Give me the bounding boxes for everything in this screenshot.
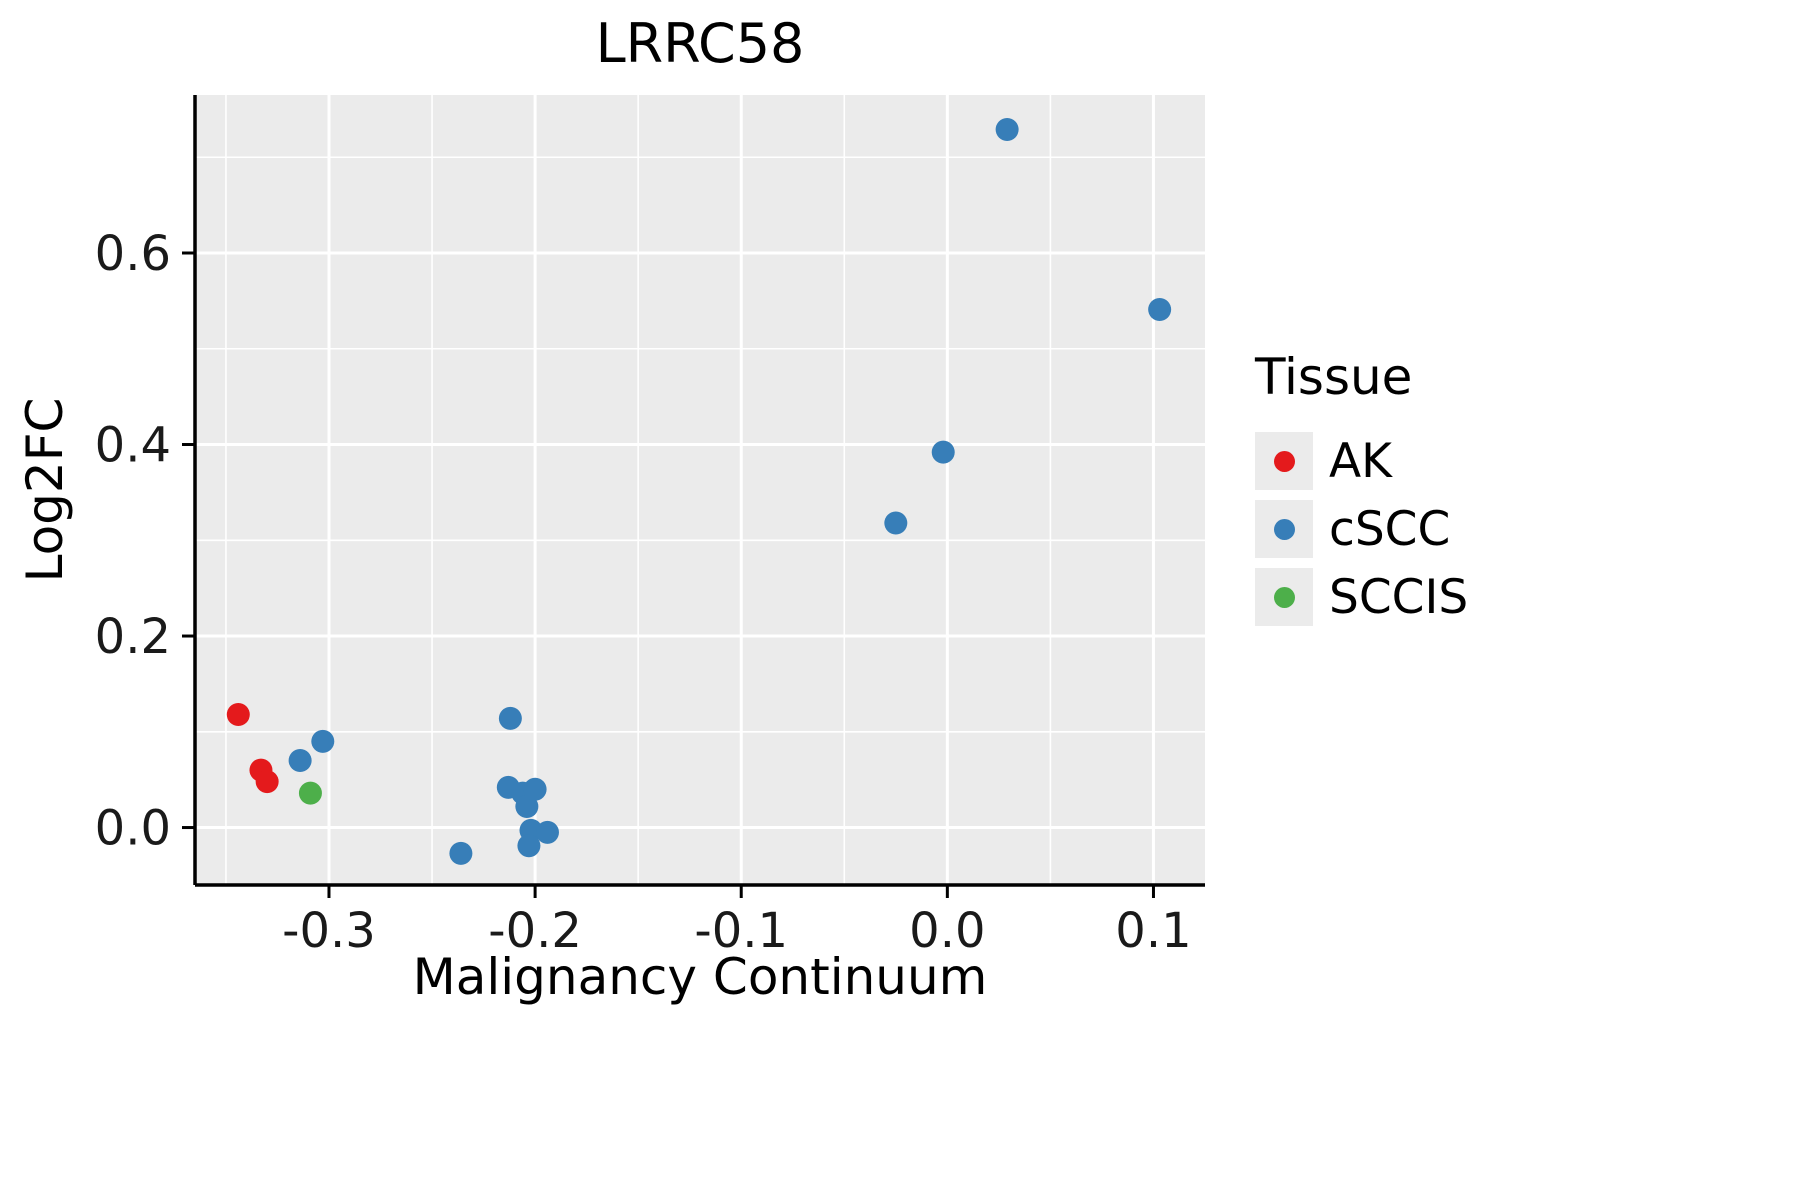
legend-title: Tissue <box>1255 348 1413 406</box>
legend-label: SCCIS <box>1329 569 1469 625</box>
legend-dot-icon <box>1273 586 1295 608</box>
y-tick-label: 0.4 <box>95 418 171 474</box>
data-point-cSCC <box>1148 297 1172 321</box>
x-tick-label: -0.3 <box>282 903 376 959</box>
data-point-cSCC <box>995 117 1019 141</box>
data-point-cSCC <box>311 729 335 753</box>
data-point-SCCIS <box>298 781 322 805</box>
chart-title: LRRC58 <box>595 12 805 75</box>
data-point-cSCC <box>523 777 547 801</box>
y-tick-label: 0.6 <box>95 226 171 282</box>
x-axis-label: Malignancy Continuum <box>412 948 988 1006</box>
legend: Tissue AK cSCC SCCIS <box>1255 348 1468 636</box>
data-point-cSCC <box>449 841 473 865</box>
y-tick-label: 0.0 <box>95 801 171 857</box>
data-point-cSCC <box>535 820 559 844</box>
legend-key <box>1255 432 1313 490</box>
y-axis-label: Log2FC <box>16 397 74 583</box>
data-point-cSCC <box>884 511 908 535</box>
legend-dot-icon <box>1273 518 1295 540</box>
data-point-cSCC <box>515 794 539 818</box>
x-tick-label: -0.1 <box>694 903 788 959</box>
data-point-cSCC <box>517 834 541 858</box>
legend-dot-icon <box>1273 450 1295 472</box>
data-point-cSCC <box>931 440 955 464</box>
data-point-AK <box>255 770 279 794</box>
legend-key <box>1255 568 1313 626</box>
data-point-AK <box>226 703 250 727</box>
legend-label: AK <box>1329 433 1392 489</box>
legend-item-cSCC: cSCC <box>1255 500 1468 558</box>
legend-label: cSCC <box>1329 501 1451 557</box>
x-tick-label: 0.1 <box>1115 903 1191 959</box>
plot-panel <box>195 95 1205 885</box>
legend-key <box>1255 500 1313 558</box>
y-tick-label: 0.2 <box>95 609 171 665</box>
legend-items: AK cSCC SCCIS <box>1255 432 1468 626</box>
x-tick-label: 0.0 <box>909 903 985 959</box>
data-point-cSCC <box>288 749 312 773</box>
legend-item-SCCIS: SCCIS <box>1255 568 1468 626</box>
data-point-cSCC <box>498 706 522 730</box>
x-tick-label: -0.2 <box>488 903 582 959</box>
legend-item-AK: AK <box>1255 432 1468 490</box>
